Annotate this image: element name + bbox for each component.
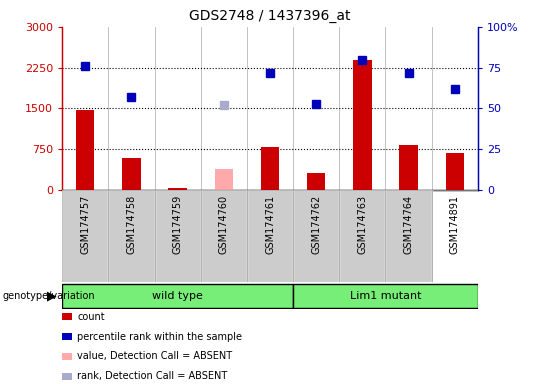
Bar (62, 283, 293, 308)
Text: GSM174758: GSM174758 (126, 195, 137, 254)
Bar (201, 190, 247, 282)
Bar (154, 190, 201, 282)
Text: GSM174762: GSM174762 (311, 195, 321, 254)
Text: GSM174759: GSM174759 (173, 195, 183, 254)
Bar (168, 189, 187, 190)
Bar (109, 190, 154, 282)
Bar (339, 190, 386, 282)
Bar (293, 190, 339, 282)
Bar (76, 109, 94, 190)
Bar (214, 169, 233, 190)
Bar (386, 190, 431, 282)
Text: GSM174764: GSM174764 (403, 195, 414, 254)
Bar (62, 190, 109, 282)
Bar (400, 146, 418, 190)
Text: GSM174760: GSM174760 (219, 195, 229, 254)
Bar (353, 60, 372, 190)
Text: ▶: ▶ (47, 289, 57, 302)
Text: GSM174763: GSM174763 (357, 195, 367, 254)
Bar (247, 190, 293, 282)
Text: genotype/variation: genotype/variation (3, 291, 96, 301)
Bar (247, 190, 293, 282)
Bar (386, 190, 431, 282)
Bar (122, 158, 140, 190)
Bar (339, 190, 386, 282)
Bar (293, 190, 339, 282)
Text: GSM174757: GSM174757 (80, 195, 90, 254)
Bar (293, 283, 478, 308)
Text: percentile rank within the sample: percentile rank within the sample (77, 332, 242, 342)
Text: value, Detection Call = ABSENT: value, Detection Call = ABSENT (77, 351, 232, 361)
Bar (62, 190, 109, 282)
Title: GDS2748 / 1437396_at: GDS2748 / 1437396_at (189, 9, 351, 23)
Text: rank, Detection Call = ABSENT: rank, Detection Call = ABSENT (77, 371, 227, 381)
Bar (201, 190, 247, 282)
Bar (261, 147, 279, 190)
Bar (446, 153, 464, 190)
Text: wild type: wild type (152, 291, 203, 301)
Bar (307, 173, 326, 190)
Bar (154, 190, 201, 282)
Bar (431, 190, 478, 282)
Bar (109, 190, 154, 282)
Text: Lim1 mutant: Lim1 mutant (350, 291, 421, 301)
Text: count: count (77, 312, 105, 322)
Text: GSM174761: GSM174761 (265, 195, 275, 254)
Text: GSM174891: GSM174891 (450, 195, 460, 254)
